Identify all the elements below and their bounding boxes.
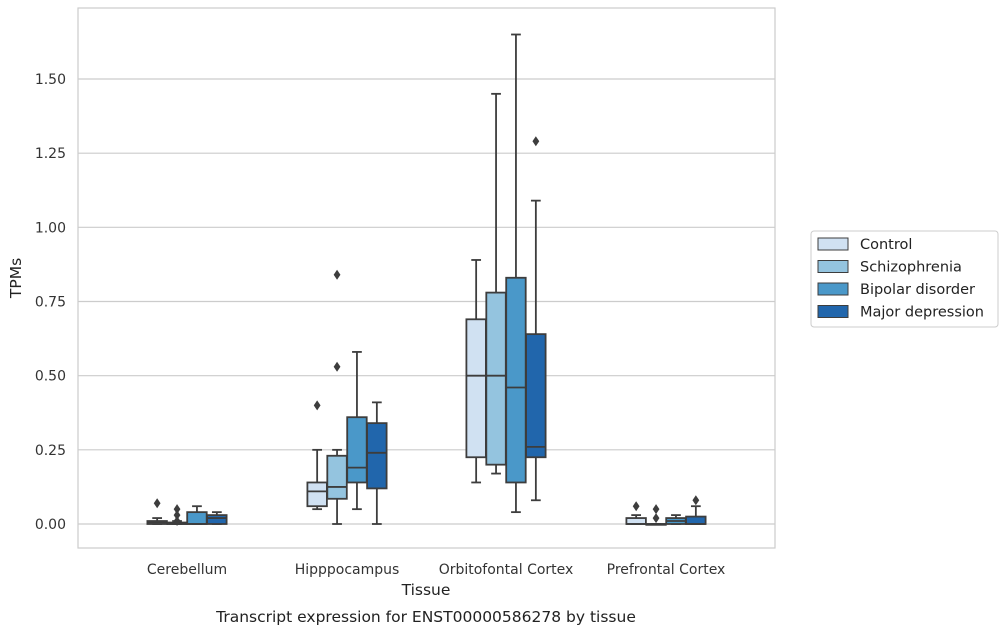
y-tick-label: 0.00 bbox=[35, 517, 66, 533]
x-tick-label: Orbitofontal Cortex bbox=[439, 562, 574, 578]
legend: Control Schizophrenia Bipolar disorder Majo… bbox=[810, 230, 999, 328]
box-bipolar-disorder bbox=[186, 505, 208, 525]
x-tick-label: Cerebellum bbox=[147, 562, 227, 578]
box-body bbox=[525, 333, 547, 459]
box-schizophrenia bbox=[326, 269, 348, 525]
legend-swatch bbox=[817, 305, 849, 318]
y-tick-label: 0.50 bbox=[35, 369, 66, 385]
box-control bbox=[146, 498, 168, 525]
outlier-point bbox=[173, 504, 181, 515]
y-tick-label: 1.00 bbox=[35, 220, 66, 236]
box-bipolar-disorder bbox=[346, 351, 368, 511]
y-tick-label: 0.25 bbox=[35, 443, 66, 459]
box-body bbox=[685, 515, 707, 525]
box-schizophrenia bbox=[166, 504, 188, 527]
box-body bbox=[186, 511, 208, 525]
legend-swatch bbox=[817, 237, 849, 251]
outlier-point bbox=[333, 361, 341, 372]
legend-label: Bipolar disorder bbox=[860, 282, 975, 298]
y-tick-label: 1.25 bbox=[35, 146, 66, 162]
outlier-point bbox=[652, 504, 660, 515]
x-axis-title: Tissue bbox=[401, 581, 451, 599]
chart-caption: Transcript expression for ENST0000058627… bbox=[215, 608, 636, 626]
box-major-depression bbox=[366, 401, 388, 525]
x-tick-labels: Cerebellum Hipppocampus Orbitofontal Corte… bbox=[147, 562, 725, 578]
y-axis-title: TPMs bbox=[7, 258, 25, 299]
legend-frame bbox=[810, 230, 999, 328]
outlier-point bbox=[153, 498, 161, 509]
x-tick-label: Prefrontal Cortex bbox=[607, 562, 726, 578]
box-body bbox=[206, 514, 228, 525]
outlier-point bbox=[532, 136, 540, 147]
outlier-point bbox=[313, 400, 321, 411]
box-body bbox=[366, 422, 388, 490]
box-body bbox=[505, 276, 527, 484]
plot-background bbox=[78, 8, 775, 548]
legend-swatch bbox=[817, 282, 849, 296]
legend-label: Control bbox=[860, 237, 912, 253]
box-control bbox=[625, 501, 647, 525]
grid-lines bbox=[78, 78, 775, 525]
y-tick-label: 0.75 bbox=[35, 295, 66, 311]
outlier-point bbox=[173, 516, 181, 527]
box-major-depression bbox=[206, 511, 228, 525]
outlier-point bbox=[652, 513, 660, 524]
legend-label: Major depression bbox=[860, 305, 984, 321]
outlier-point bbox=[632, 501, 640, 512]
legend-label: Schizophrenia bbox=[860, 260, 962, 276]
box-major-depression bbox=[685, 495, 707, 525]
y-tick-labels: 0.00 0.25 0.50 0.75 1.00 1.25 1.50 bbox=[35, 72, 66, 533]
box-major-depression bbox=[525, 136, 547, 502]
box-groups bbox=[146, 33, 707, 527]
y-tick-label: 1.50 bbox=[35, 72, 66, 88]
outlier-point bbox=[173, 510, 181, 521]
legend-swatch bbox=[817, 260, 849, 273]
box-body bbox=[465, 318, 487, 459]
box-body bbox=[485, 291, 507, 466]
box-body bbox=[326, 454, 348, 500]
x-tick-label: Hipppocampus bbox=[295, 562, 400, 578]
box-control bbox=[306, 400, 328, 511]
plot-frame bbox=[77, 7, 776, 549]
box-body bbox=[306, 481, 328, 508]
box-body bbox=[346, 416, 368, 484]
outlier-point bbox=[692, 495, 700, 506]
outlier-point bbox=[333, 269, 341, 280]
